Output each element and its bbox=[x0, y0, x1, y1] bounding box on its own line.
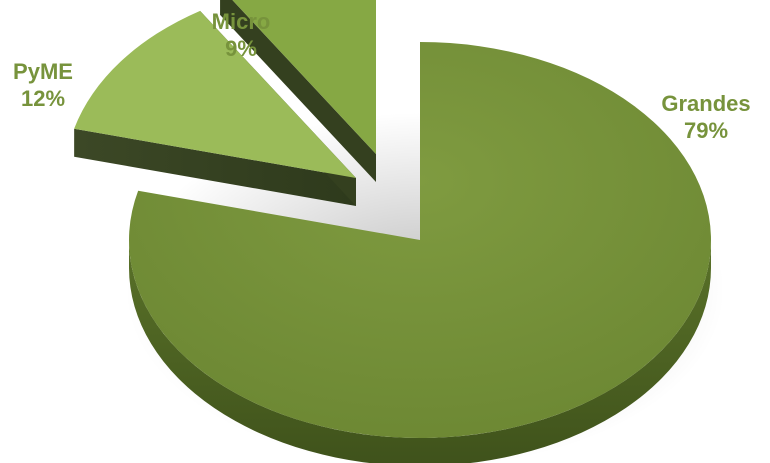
slice-side-pyme bbox=[74, 128, 356, 206]
slice-top-pyme bbox=[74, 10, 356, 178]
slice-percent-grandes: 79% bbox=[683, 118, 729, 143]
slice-top-micro bbox=[232, 0, 376, 154]
slice-percent-micro: 9% bbox=[225, 36, 257, 61]
slice-category-grandes: Grandes bbox=[661, 91, 751, 116]
slice-category-pyme: PyME bbox=[13, 59, 73, 84]
pie-slice-pyme bbox=[74, 10, 356, 206]
slice-percent-pyme: 12% bbox=[20, 86, 66, 111]
slice-cut-micro bbox=[220, 0, 376, 182]
pie-slice-micro bbox=[220, 0, 376, 182]
slice-category-micro: Micro bbox=[211, 9, 271, 34]
slice-label-micro: Micro 9% bbox=[196, 8, 286, 62]
slice-label-pyme: PyME 12% bbox=[0, 58, 86, 112]
pie-slice-grandes bbox=[129, 42, 712, 463]
slice-label-grandes: Grandes 79% bbox=[651, 90, 761, 144]
slice-top-grandes bbox=[129, 42, 712, 438]
